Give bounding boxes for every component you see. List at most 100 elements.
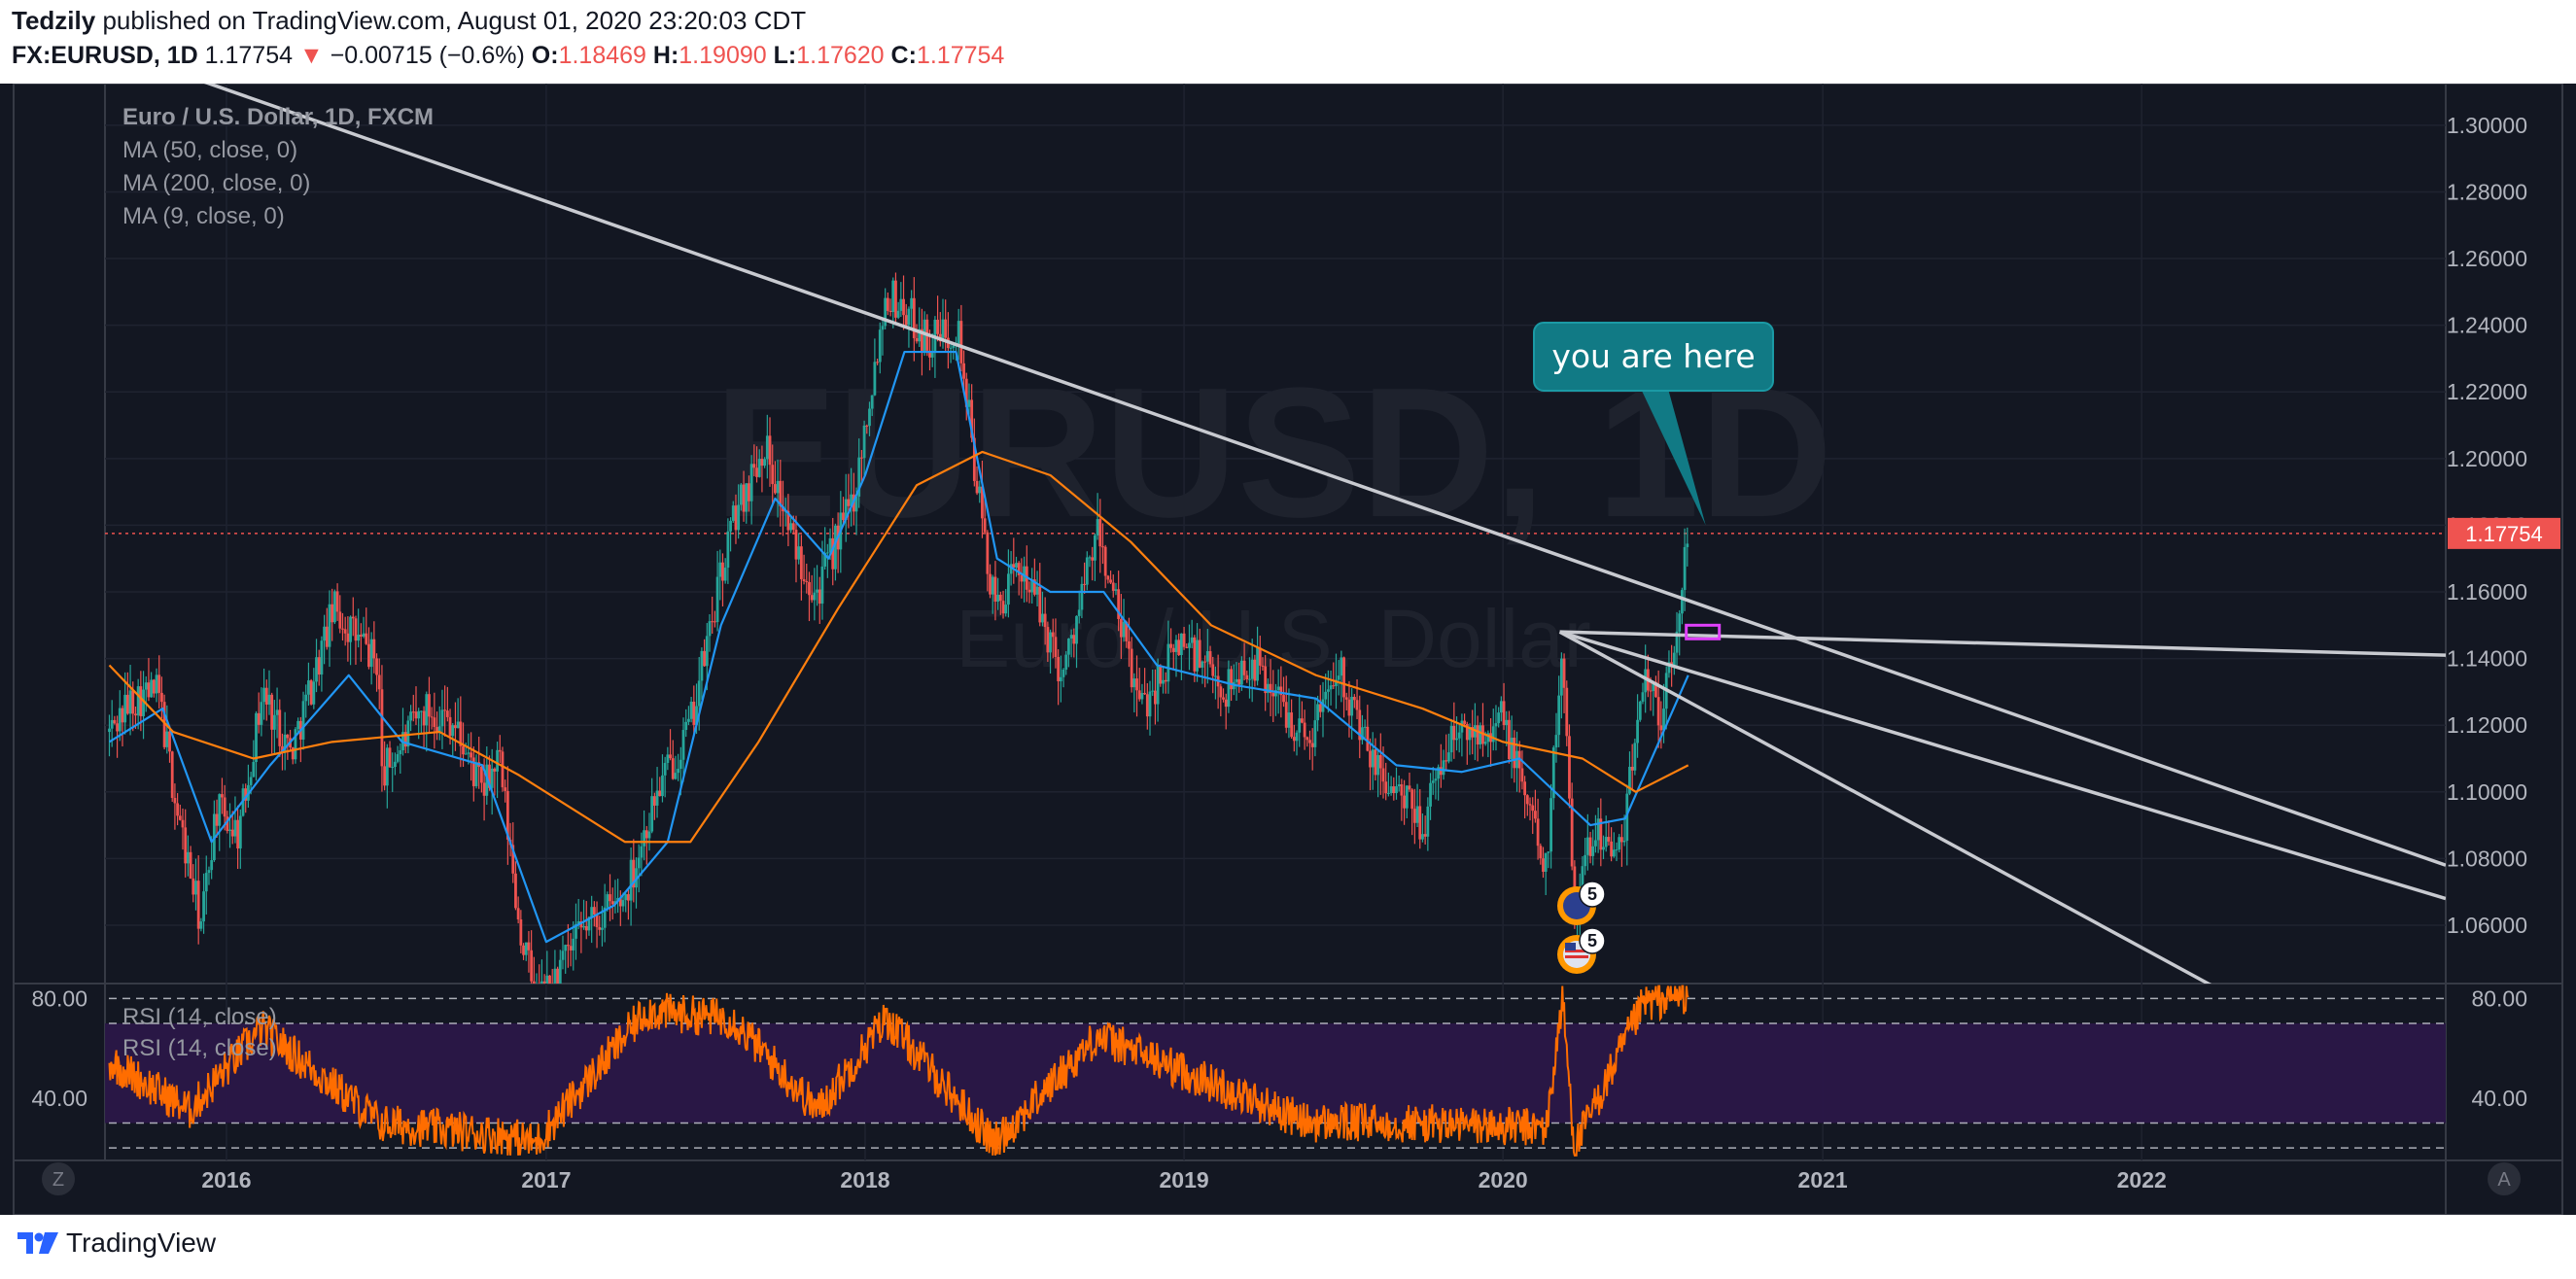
candle-body [1287, 712, 1291, 728]
candle-body [1335, 679, 1338, 686]
trendline[interactable] [1558, 630, 2221, 990]
candle-body [375, 658, 378, 675]
candle-body [1154, 690, 1157, 705]
candle-body [671, 758, 675, 779]
candle-body [270, 694, 274, 730]
tradingview-brand[interactable]: TradingView [66, 1227, 217, 1258]
candle-body [128, 690, 132, 714]
auto-zoom-button[interactable]: Z [42, 1162, 75, 1195]
candle-body [1449, 725, 1453, 753]
candle-body [199, 921, 203, 929]
candle-body [1015, 563, 1018, 568]
legend-ma9[interactable]: MA (9, close, 0) [122, 203, 285, 229]
tradingview-logo-icon[interactable] [16, 1228, 60, 1258]
candle-body [1203, 661, 1207, 663]
candle-body [1520, 768, 1524, 782]
author-name[interactable]: Tedzily [12, 6, 96, 35]
callout[interactable]: you are here [1533, 322, 1774, 526]
candle-body [283, 734, 287, 753]
candle-body [1064, 654, 1068, 670]
candle-body [150, 679, 154, 698]
candle-body [797, 546, 801, 560]
candle-body [1103, 546, 1107, 576]
candle-body [369, 639, 373, 668]
candle-body [831, 537, 835, 570]
candle-body [1618, 837, 1621, 850]
candle-body [1143, 693, 1147, 695]
moving-average-line [108, 350, 1689, 944]
candle-body [1230, 669, 1234, 690]
trendline[interactable] [1559, 630, 2446, 901]
candle-body [255, 712, 258, 763]
candle-body [721, 562, 724, 581]
candle-body [1282, 695, 1285, 703]
candle-body [1497, 712, 1501, 724]
last-price: 1.17754 [204, 42, 294, 69]
candle-body [850, 494, 853, 506]
candle-body [598, 926, 602, 930]
candle-body [419, 710, 423, 712]
candle-body [774, 484, 777, 494]
candle-body [1628, 766, 1631, 794]
candle-body [1001, 601, 1005, 614]
candle-body [244, 788, 248, 801]
candle-body [440, 709, 444, 727]
candle-body [1041, 613, 1044, 623]
us-event-badge[interactable]: 5 [1557, 927, 1606, 974]
marker-box[interactable] [1685, 623, 1722, 640]
candle-body [1654, 681, 1657, 698]
candle-body [629, 859, 633, 901]
candle-body [989, 573, 992, 595]
time-tick-label: 2018 [840, 1167, 889, 1193]
header-bar: Tedzily published on TradingView.com, Au… [0, 0, 2576, 84]
candle-body [1201, 661, 1204, 668]
auto-scale-button[interactable]: A [2488, 1162, 2521, 1195]
candle-body [551, 987, 554, 996]
candle-body [1405, 785, 1409, 809]
trendline[interactable] [186, 84, 2446, 867]
candle-body [904, 315, 908, 326]
candle-body [737, 504, 741, 531]
candle-body [1030, 579, 1034, 593]
candle-body [894, 280, 897, 318]
candle-body [1301, 718, 1304, 723]
rsi-legend-b[interactable]: RSI (14, close) [122, 1035, 277, 1061]
price-tick-label: 1.26000 [2447, 246, 2527, 271]
legend-ma200[interactable]: MA (200, close, 0) [122, 170, 310, 196]
candle-body [975, 480, 979, 494]
candle-body [771, 465, 775, 485]
candle-body [451, 725, 455, 737]
eu-event-badge[interactable]: 5 [1557, 881, 1606, 925]
candle-body [1032, 579, 1036, 595]
candle-body [723, 568, 727, 581]
candle-body [1020, 574, 1024, 582]
candle-body [1274, 690, 1277, 697]
candle-body [257, 712, 261, 725]
candle-body [700, 650, 704, 681]
trendline[interactable] [1559, 630, 2446, 657]
candle-body [755, 467, 758, 477]
time-axis[interactable]: 2016 2017 2018 2019 2020 2021 2022 [201, 1167, 2166, 1193]
zoom-button-label: Z [52, 1169, 64, 1191]
candle-body [776, 480, 780, 494]
candle-body [986, 532, 990, 574]
candle-body [1075, 615, 1078, 644]
candle-body [1174, 640, 1178, 652]
candle-body [1250, 659, 1254, 679]
candle-body [1410, 789, 1414, 810]
legend-ma50[interactable]: MA (50, close, 0) [122, 137, 297, 163]
moving-average-line [108, 450, 1689, 844]
symbol-label[interactable]: FX:EURUSD, 1D [12, 42, 198, 69]
candle-body [1408, 785, 1411, 790]
candle-body [936, 319, 939, 334]
legend-title[interactable]: Euro / U.S. Dollar, 1D, FXCM [122, 104, 434, 130]
candle-body [1366, 726, 1370, 751]
candle-body [957, 321, 960, 345]
candle-body [1584, 854, 1587, 867]
rsi-legend-a[interactable]: RSI (14, close) [122, 1004, 277, 1030]
candle-body [888, 310, 892, 313]
chart-canvas[interactable]: EURUSD, 1D Euro / U.S. Dollar 1.300001.2… [0, 84, 2576, 1215]
candle-body [1337, 675, 1340, 680]
candle-body [703, 650, 707, 667]
candle-body [1239, 660, 1243, 685]
